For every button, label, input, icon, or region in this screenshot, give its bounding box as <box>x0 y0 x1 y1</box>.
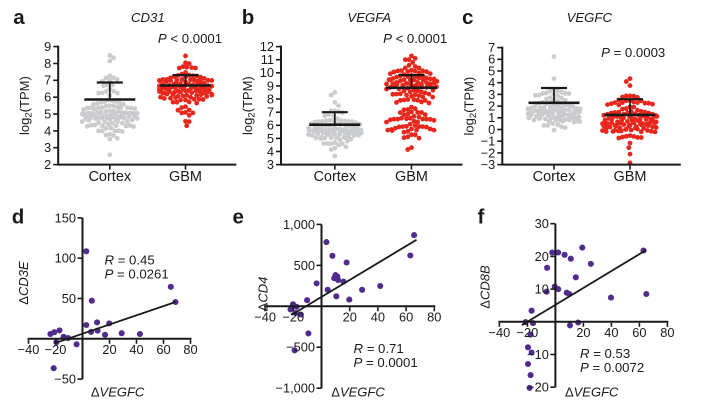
svg-text:3: 3 <box>44 140 51 155</box>
svg-text:−40: −40 <box>254 310 276 325</box>
svg-text:log2(TPM): log2(TPM) <box>461 77 479 136</box>
svg-text:100: 100 <box>55 251 76 266</box>
svg-text:VEGFA: VEGFA <box>347 10 391 25</box>
svg-text:7: 7 <box>44 73 51 88</box>
svg-text:20: 20 <box>102 342 116 357</box>
svg-text:ΔVEGFC: ΔVEGFC <box>91 385 145 400</box>
svg-text:c: c <box>462 6 473 29</box>
svg-text:50: 50 <box>62 291 76 306</box>
svg-text:−20: −20 <box>45 342 67 357</box>
svg-text:40: 40 <box>371 310 385 325</box>
svg-text:3: 3 <box>488 87 495 102</box>
svg-text:Cortex: Cortex <box>88 169 131 185</box>
svg-text:P = 0.0001: P = 0.0001 <box>354 355 418 370</box>
svg-text:3: 3 <box>267 157 274 172</box>
svg-text:30: 30 <box>535 216 549 231</box>
svg-text:P < 0.0001: P < 0.0001 <box>158 31 222 46</box>
svg-text:ΔVEGFC: ΔVEGFC <box>565 385 619 400</box>
svg-text:−3: −3 <box>481 157 496 172</box>
svg-text:P = 0.0003: P = 0.0003 <box>601 45 665 60</box>
svg-text:−20: −20 <box>282 310 304 325</box>
svg-text:4: 4 <box>44 123 51 138</box>
svg-text:10: 10 <box>535 282 549 297</box>
svg-text:R = 0.53: R = 0.53 <box>580 346 630 361</box>
svg-text:4: 4 <box>488 75 495 90</box>
svg-text:8: 8 <box>267 91 274 106</box>
svg-text:9: 9 <box>44 39 51 54</box>
svg-text:b: b <box>242 6 255 29</box>
svg-text:e: e <box>233 206 244 229</box>
svg-text:VEGFC: VEGFC <box>567 10 613 25</box>
svg-text:10: 10 <box>260 65 274 80</box>
svg-text:−40: −40 <box>18 342 40 357</box>
svg-text:P < 0.0001: P < 0.0001 <box>383 31 447 46</box>
svg-text:−20: −20 <box>517 325 539 340</box>
svg-text:500: 500 <box>294 258 315 273</box>
svg-text:P = 0.0261: P = 0.0261 <box>105 267 169 282</box>
svg-text:2: 2 <box>488 99 495 114</box>
svg-text:−20: −20 <box>527 380 549 395</box>
svg-text:80: 80 <box>427 310 441 325</box>
svg-text:CD31: CD31 <box>131 10 165 25</box>
svg-text:−1: −1 <box>481 134 496 149</box>
svg-text:20: 20 <box>535 249 549 264</box>
svg-text:6: 6 <box>488 52 495 67</box>
svg-text:6: 6 <box>44 90 51 105</box>
svg-text:12: 12 <box>260 39 274 54</box>
svg-text:40: 40 <box>129 342 143 357</box>
svg-text:7: 7 <box>488 40 495 55</box>
svg-text:60: 60 <box>632 325 646 340</box>
svg-text:60: 60 <box>399 310 413 325</box>
svg-text:1: 1 <box>488 110 495 125</box>
svg-text:1,000: 1,000 <box>283 217 315 232</box>
svg-text:20: 20 <box>576 325 590 340</box>
svg-text:40: 40 <box>604 325 618 340</box>
svg-text:2: 2 <box>44 157 51 172</box>
svg-text:−50: −50 <box>54 372 76 387</box>
svg-text:−500: −500 <box>286 340 315 355</box>
svg-text:9: 9 <box>267 78 274 93</box>
svg-text:ΔCD4: ΔCD4 <box>256 277 271 312</box>
svg-text:log2(TPM): log2(TPM) <box>17 76 35 135</box>
svg-text:GBM: GBM <box>613 169 646 185</box>
svg-text:Cortex: Cortex <box>533 169 576 185</box>
svg-text:d: d <box>12 206 25 229</box>
svg-text:8: 8 <box>44 56 51 71</box>
svg-text:ΔCD8B: ΔCD8B <box>478 265 493 309</box>
svg-text:GBM: GBM <box>169 169 202 185</box>
svg-text:80: 80 <box>183 342 197 357</box>
svg-text:−1,000: −1,000 <box>276 381 316 396</box>
svg-text:−40: −40 <box>489 325 511 340</box>
svg-text:log2(TPM): log2(TPM) <box>240 76 258 135</box>
svg-text:f: f <box>478 206 485 229</box>
svg-text:6: 6 <box>267 118 274 133</box>
svg-text:7: 7 <box>267 105 274 120</box>
svg-text:11: 11 <box>261 52 274 67</box>
svg-text:ΔVEGFC: ΔVEGFC <box>331 385 385 400</box>
svg-text:5: 5 <box>488 63 495 78</box>
svg-text:5: 5 <box>267 131 274 146</box>
svg-text:ΔCD3E: ΔCD3E <box>16 261 31 305</box>
svg-text:GBM: GBM <box>395 169 428 185</box>
svg-text:−10: −10 <box>527 347 549 362</box>
svg-text:5: 5 <box>44 106 51 121</box>
svg-text:−2: −2 <box>481 145 496 160</box>
svg-text:R = 0.45: R = 0.45 <box>105 253 155 268</box>
svg-text:a: a <box>13 6 25 29</box>
svg-text:R = 0.71: R = 0.71 <box>354 341 404 356</box>
svg-text:0: 0 <box>488 122 495 137</box>
svg-text:P = 0.0072: P = 0.0072 <box>580 360 644 375</box>
svg-text:80: 80 <box>660 325 674 340</box>
svg-text:150: 150 <box>55 210 76 225</box>
svg-text:60: 60 <box>156 342 170 357</box>
svg-text:Cortex: Cortex <box>313 169 356 185</box>
svg-text:4: 4 <box>267 144 274 159</box>
svg-text:20: 20 <box>343 310 357 325</box>
